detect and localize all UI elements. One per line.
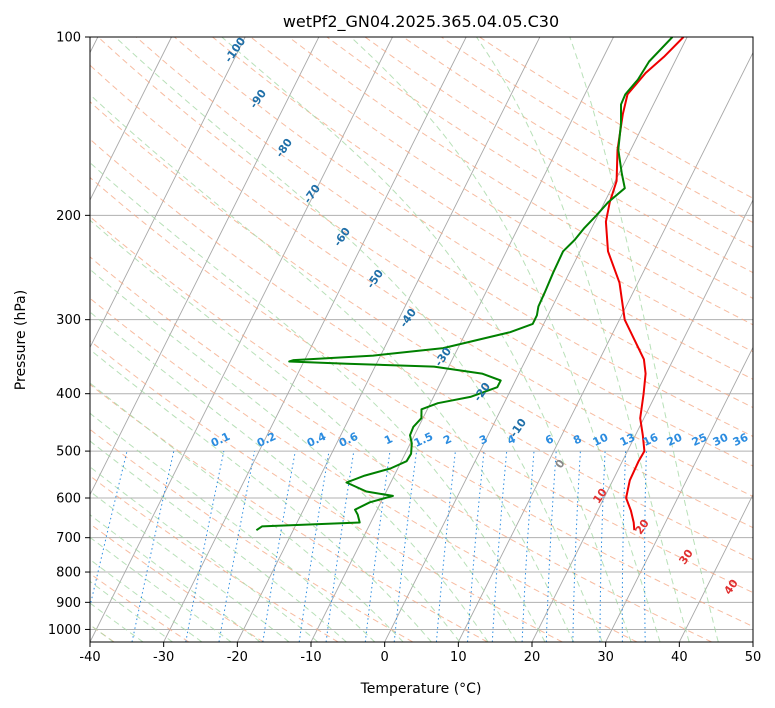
dry-adiabat-line bbox=[135, 37, 753, 437]
mixing-ratio-label: 13 bbox=[618, 431, 637, 449]
moist-adiabat-line bbox=[90, 311, 461, 642]
dry-adiabat-line bbox=[250, 37, 753, 353]
mixing-ratio-line bbox=[521, 451, 535, 642]
x-tick-label: 20 bbox=[524, 650, 541, 665]
y-tick-label: 100 bbox=[56, 31, 81, 46]
y-tick-label: 300 bbox=[56, 313, 81, 328]
x-tick-label: 40 bbox=[671, 650, 688, 665]
moist-adiabat-line bbox=[90, 580, 173, 642]
dry-adiabat-line bbox=[90, 176, 753, 594]
moist-adiabats bbox=[90, 37, 719, 642]
isotherm-line bbox=[163, 37, 467, 642]
dry-adiabat-line bbox=[90, 523, 264, 642]
dry-adiabat-line bbox=[479, 37, 753, 199]
moist-adiabat-line bbox=[90, 536, 232, 642]
isotherm-line bbox=[678, 493, 753, 642]
mixing-ratio-line bbox=[491, 451, 508, 642]
moist-adiabat-line bbox=[90, 412, 376, 642]
x-tick-label: -30 bbox=[153, 650, 174, 665]
dry-adiabat-line bbox=[90, 101, 753, 529]
moist-adiabat-line bbox=[90, 219, 517, 642]
mixing-ratio-line bbox=[545, 451, 557, 642]
moist-adiabat-line bbox=[90, 558, 203, 642]
y-tick-label: 800 bbox=[56, 566, 81, 581]
mixing-ratio-line bbox=[435, 451, 456, 642]
moist-adiabat-line bbox=[476, 37, 690, 642]
plot-frame bbox=[89, 36, 754, 643]
skewed-isotherms bbox=[90, 37, 753, 642]
moist-adiabat-line bbox=[90, 440, 347, 642]
y-tick-label: 200 bbox=[56, 209, 81, 224]
temperature-profile-line bbox=[604, 37, 685, 531]
moist-adiabat-line bbox=[90, 514, 261, 642]
isotherm-line bbox=[236, 37, 541, 642]
dry-adiabat-line bbox=[212, 37, 753, 380]
isotherm-line bbox=[90, 37, 172, 202]
x-tick-label: -40 bbox=[79, 650, 100, 665]
isotherm-line bbox=[457, 51, 753, 642]
mixing-ratio-line bbox=[467, 451, 485, 642]
mixing-ratio-label: 20 bbox=[665, 431, 685, 449]
dry-adiabat-line bbox=[90, 428, 414, 642]
y-axis-ticks: 100 200 300 400 500 600 700 800 900 1000 bbox=[48, 31, 90, 638]
x-axis-ticks: -40 -30 -20 -10 0 10 20 30 40 50 bbox=[79, 642, 761, 665]
mixing-ratio-line bbox=[599, 451, 606, 642]
mixing-ratio-line bbox=[621, 451, 627, 642]
dry-adiabat-line bbox=[364, 37, 753, 274]
y-tick-label: 1000 bbox=[48, 623, 81, 638]
mixing-ratio-line bbox=[644, 451, 647, 642]
isotherm-line bbox=[90, 37, 246, 349]
moist-adiabat-line bbox=[114, 37, 603, 642]
dry-adiabat-line bbox=[90, 138, 753, 561]
dry-adiabat-line bbox=[97, 37, 753, 467]
dry-adiabat-line bbox=[90, 383, 488, 642]
dewpoint-profile-line bbox=[255, 37, 674, 532]
moist-adiabat-line bbox=[221, 37, 632, 642]
isotherm-line bbox=[90, 37, 320, 496]
mixing-ratio-label: 16 bbox=[641, 431, 661, 449]
x-tick-label: -20 bbox=[227, 650, 248, 665]
mixing-ratio-line bbox=[325, 451, 355, 642]
sounding-profiles bbox=[255, 37, 685, 532]
moist-adiabat-line bbox=[90, 162, 546, 642]
y-axis-label: Pressure (hPa) bbox=[13, 290, 29, 390]
x-tick-label: 0 bbox=[381, 650, 389, 665]
grid-lines bbox=[90, 37, 753, 630]
x-tick-label: 50 bbox=[745, 650, 762, 665]
dry-adiabat-line bbox=[90, 256, 712, 642]
moist-adiabat-line bbox=[569, 37, 719, 642]
x-tick-label: 30 bbox=[597, 650, 614, 665]
chart-title: wetPf2_GN04.2025.365.04.05.C30 bbox=[283, 12, 559, 32]
mixing-ratio-label: 25 bbox=[690, 431, 709, 449]
isotherm-line bbox=[90, 37, 393, 642]
moist-adiabat-line bbox=[90, 466, 319, 642]
y-tick-label: 900 bbox=[56, 596, 81, 611]
y-tick-label: 600 bbox=[56, 492, 81, 507]
x-tick-label: 10 bbox=[450, 650, 467, 665]
x-tick-label: -10 bbox=[300, 650, 321, 665]
dry-adiabat-line bbox=[402, 37, 753, 248]
dry-adiabat-line bbox=[441, 37, 753, 224]
isotherm-line bbox=[605, 346, 753, 642]
mixing-ratio-label: 30 bbox=[711, 431, 731, 449]
dry-adiabat-line bbox=[90, 64, 753, 498]
isotherm-line bbox=[384, 37, 688, 642]
dry-adiabat-line bbox=[174, 37, 753, 409]
mixing-ratio-label: 36 bbox=[731, 431, 751, 449]
mixing-ratio-line bbox=[393, 451, 418, 642]
dry-adiabat-line bbox=[90, 297, 638, 642]
moist-adiabat-line bbox=[350, 37, 661, 642]
x-axis-label: Temperature (°C) bbox=[360, 681, 482, 697]
isotherm-line bbox=[531, 198, 753, 642]
mixing-ratio-line bbox=[572, 451, 581, 642]
y-tick-label: 400 bbox=[56, 387, 81, 402]
y-tick-label: 700 bbox=[56, 531, 81, 546]
moist-adiabat-line bbox=[90, 93, 575, 642]
mixing-ratio-label: 10 bbox=[591, 431, 611, 449]
y-tick-label: 500 bbox=[56, 445, 81, 460]
dry-adiabats bbox=[90, 37, 753, 642]
